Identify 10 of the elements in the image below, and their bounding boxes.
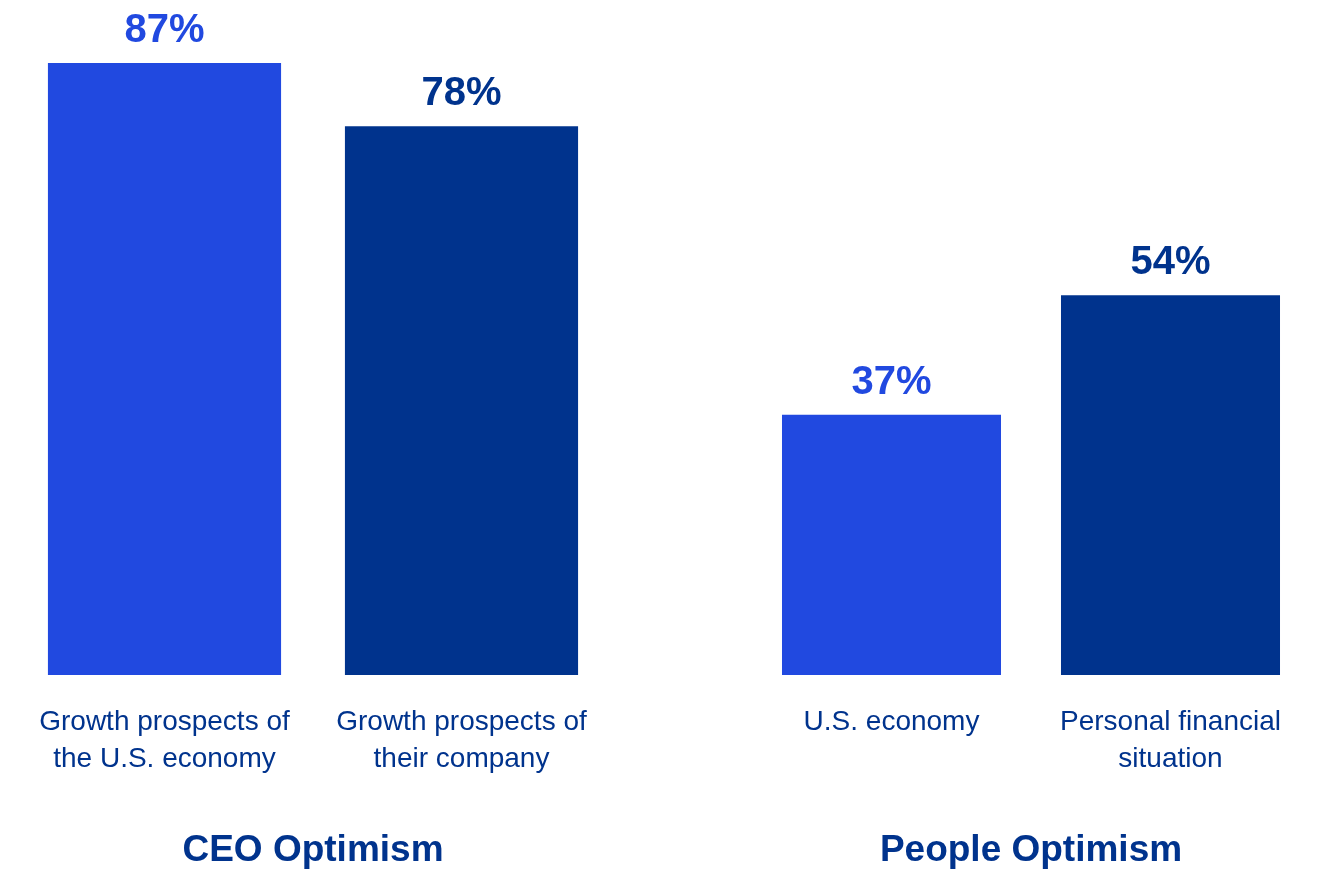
x-axis-title: CEO Optimism [182, 828, 444, 869]
x-tick-label: Personal financial situation [1059, 704, 1282, 774]
data-label: 37% [851, 357, 932, 402]
data-label: 87% [124, 6, 205, 51]
data-label: 54% [1130, 238, 1211, 283]
x-tick-label: U.S. economy [803, 704, 980, 736]
x-axis-title: People Optimism [879, 828, 1183, 869]
x-tick-label: Growth prospects of their company [336, 704, 587, 774]
x-tick-label: Growth prospects of the U.S. economy [39, 704, 290, 774]
data-label: 78% [421, 69, 502, 114]
